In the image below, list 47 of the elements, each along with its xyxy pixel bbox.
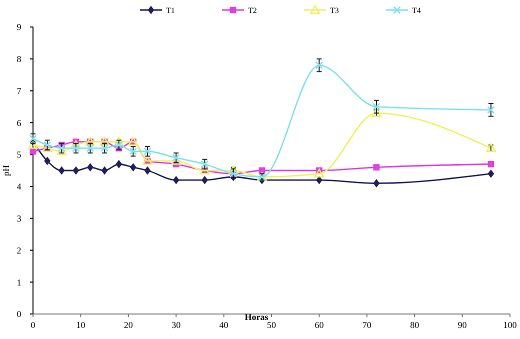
x-tick-label: 70 (362, 320, 372, 330)
point (144, 166, 151, 175)
point (487, 106, 495, 114)
point (315, 61, 324, 70)
x-tick-label: 40 (219, 320, 229, 330)
x-tick-label: 90 (458, 320, 468, 330)
x-tick-label: 80 (410, 320, 420, 330)
legend-label: T4 (412, 6, 421, 15)
point (314, 168, 324, 178)
point (58, 166, 65, 175)
y-tick-label: 7 (16, 86, 22, 96)
x-tick-label: 30 (172, 320, 182, 330)
point (486, 143, 496, 152)
point (29, 134, 37, 143)
x-tick-label: 60 (314, 320, 324, 330)
x-tick-label: 0 (30, 320, 36, 330)
x-tick-label: 100 (503, 320, 518, 330)
x-tick-label: 50 (267, 320, 276, 330)
point (130, 163, 136, 172)
x-tick-label: 10 (76, 320, 86, 330)
y-tick-label: 9 (16, 22, 22, 32)
point (44, 156, 51, 166)
x-tick-label: 20 (124, 320, 134, 330)
y-axis-title: pH (1, 164, 11, 176)
legend-label: T2 (248, 6, 257, 15)
point (488, 169, 494, 178)
y-tick-label: 3 (16, 213, 22, 224)
point (373, 179, 380, 188)
point (373, 164, 380, 171)
y-tick-label: 2 (16, 245, 22, 256)
point (116, 160, 122, 168)
point (316, 176, 322, 184)
legend-label: T1 (166, 6, 175, 15)
y-tick-label: 6 (16, 118, 22, 128)
y-tick-label: 1 (16, 277, 22, 288)
point (488, 160, 494, 168)
legend-label: T3 (330, 6, 339, 15)
point (172, 176, 180, 184)
point (72, 166, 80, 175)
y-tick-label: 8 (16, 54, 22, 64)
y-tick-label: 0 (16, 309, 22, 320)
x-axis-title: Horas (244, 312, 269, 322)
y-tick-label: 4 (16, 182, 22, 192)
y-tick-label: 5 (16, 150, 22, 160)
point (101, 166, 108, 175)
point (87, 163, 94, 172)
point (202, 176, 208, 184)
